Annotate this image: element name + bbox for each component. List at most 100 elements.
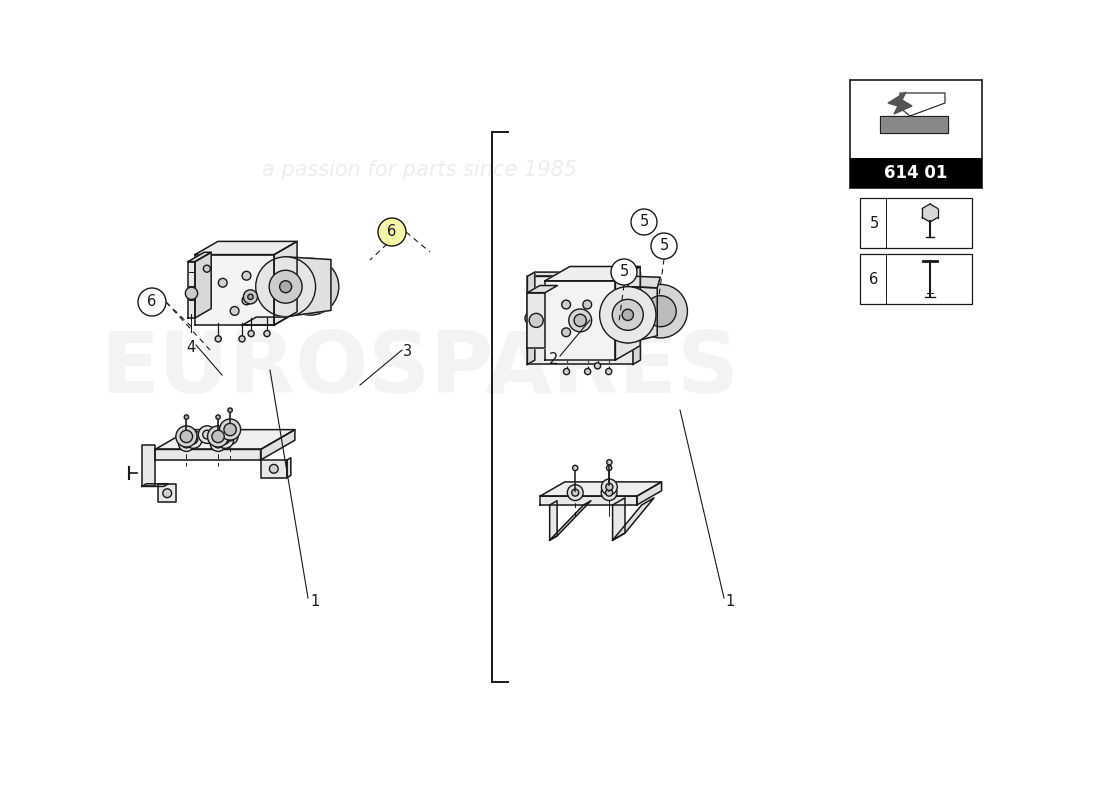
Circle shape [572,489,579,496]
Circle shape [213,439,222,448]
Polygon shape [615,266,640,360]
Text: 6: 6 [869,271,879,286]
Polygon shape [287,458,290,478]
Polygon shape [527,286,558,293]
Circle shape [163,489,172,498]
Circle shape [600,286,656,343]
Circle shape [185,287,198,299]
Circle shape [255,257,316,317]
Polygon shape [195,252,211,318]
Circle shape [610,259,637,285]
Polygon shape [628,286,657,343]
Circle shape [606,489,613,496]
Circle shape [594,362,601,369]
Polygon shape [900,93,945,116]
Circle shape [216,415,220,419]
Circle shape [606,369,612,374]
Text: 1: 1 [310,594,320,610]
Circle shape [202,430,211,439]
Circle shape [176,426,197,447]
Circle shape [210,435,225,451]
Text: 5: 5 [659,238,669,254]
Text: 1: 1 [725,594,735,610]
Circle shape [216,336,221,342]
Circle shape [243,290,257,304]
Circle shape [606,466,612,470]
Text: 5: 5 [869,215,879,230]
Circle shape [184,415,188,419]
Circle shape [248,294,253,299]
Circle shape [606,483,613,490]
Circle shape [279,281,292,293]
Polygon shape [527,272,640,276]
Polygon shape [527,272,535,364]
Polygon shape [188,252,211,262]
Polygon shape [544,266,640,281]
Circle shape [574,314,586,326]
Circle shape [584,369,591,374]
Circle shape [178,435,195,451]
Polygon shape [155,450,261,460]
Text: 5: 5 [639,214,649,230]
Text: 5: 5 [619,265,628,279]
Bar [860,254,972,304]
Circle shape [378,218,406,246]
Circle shape [569,309,592,332]
Circle shape [646,296,676,326]
Circle shape [242,296,251,305]
Text: a passion for parts since 1985: a passion for parts since 1985 [263,160,578,180]
Polygon shape [195,242,297,254]
Polygon shape [637,482,661,505]
Text: 6: 6 [387,225,397,239]
Circle shape [613,299,644,330]
Circle shape [568,485,583,501]
Polygon shape [142,484,168,486]
Polygon shape [632,272,640,364]
Circle shape [270,270,302,303]
Circle shape [198,426,216,443]
Circle shape [182,439,190,448]
Circle shape [208,426,229,447]
Circle shape [607,460,612,465]
Polygon shape [261,460,287,478]
Text: 4: 4 [186,341,196,355]
Circle shape [563,369,570,374]
Polygon shape [286,257,331,317]
Circle shape [180,430,192,442]
Polygon shape [155,430,295,450]
Circle shape [623,310,634,321]
Circle shape [226,432,234,441]
Circle shape [562,300,571,309]
Circle shape [562,328,571,337]
Polygon shape [888,92,912,114]
Circle shape [634,285,688,338]
Circle shape [239,336,245,342]
Polygon shape [922,204,938,222]
Text: 3: 3 [404,345,412,359]
Bar [850,158,982,188]
Circle shape [282,258,339,315]
Polygon shape [880,116,948,133]
Polygon shape [550,501,557,540]
Circle shape [189,435,198,444]
Circle shape [185,430,202,448]
Polygon shape [158,485,176,502]
Circle shape [602,485,617,501]
Circle shape [222,429,238,445]
Polygon shape [613,498,654,540]
Circle shape [529,314,543,327]
Polygon shape [540,482,661,496]
Circle shape [270,464,278,473]
Circle shape [220,419,241,440]
Polygon shape [242,317,288,325]
Circle shape [602,479,617,495]
Polygon shape [540,496,637,505]
Text: 2: 2 [549,353,559,367]
Circle shape [230,306,239,315]
Circle shape [212,430,224,442]
Circle shape [204,265,210,272]
Circle shape [216,430,233,448]
Circle shape [228,408,232,412]
Text: 6: 6 [147,294,156,310]
Polygon shape [550,501,591,540]
